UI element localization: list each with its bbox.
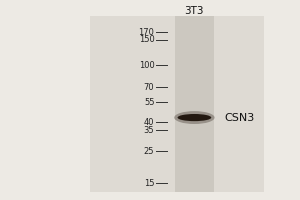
Bar: [175, 16, 214, 192]
Text: CSN3: CSN3: [224, 113, 254, 123]
Text: 70: 70: [144, 83, 154, 92]
Text: 150: 150: [139, 35, 154, 44]
Text: 170: 170: [139, 28, 154, 37]
Text: 35: 35: [144, 126, 154, 135]
Text: 3T3: 3T3: [184, 6, 204, 16]
Text: 25: 25: [144, 147, 154, 156]
Ellipse shape: [178, 114, 211, 121]
Ellipse shape: [174, 111, 214, 124]
Text: 15: 15: [144, 179, 154, 188]
Text: 100: 100: [139, 61, 154, 70]
Text: 40: 40: [144, 118, 154, 127]
Text: 55: 55: [144, 98, 154, 107]
